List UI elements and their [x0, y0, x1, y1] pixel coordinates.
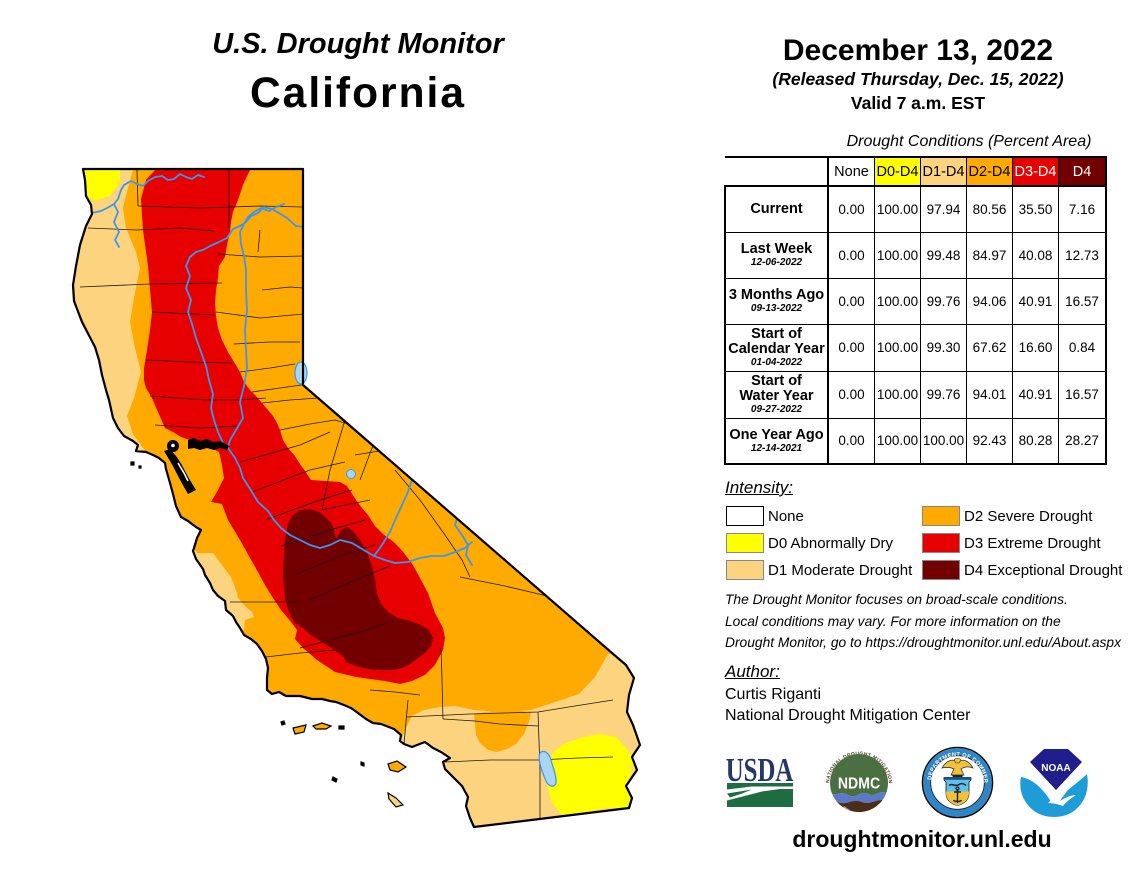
svg-text:NOAA: NOAA: [1041, 763, 1070, 774]
svg-text:USDA: USDA: [726, 753, 794, 789]
svg-text:NDMC: NDMC: [838, 775, 880, 793]
